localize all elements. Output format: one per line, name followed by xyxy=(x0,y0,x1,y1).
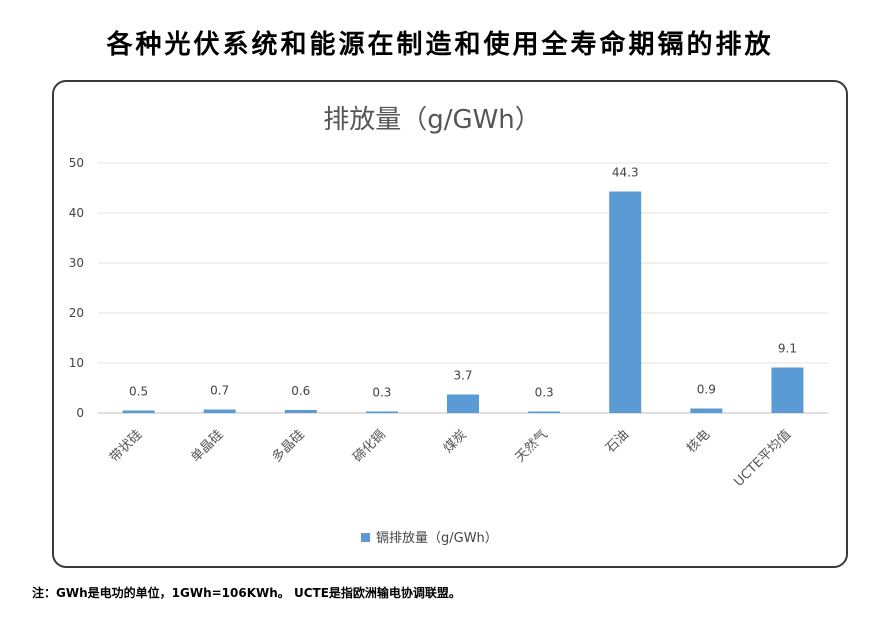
data-label: 3.7 xyxy=(453,369,472,383)
y-tick-label: 10 xyxy=(69,356,84,370)
data-label: 0.6 xyxy=(291,384,310,398)
y-tick-label: 20 xyxy=(69,306,84,320)
bar xyxy=(203,409,236,413)
y-tick-label: 40 xyxy=(69,206,84,220)
data-label: 0.3 xyxy=(372,386,391,400)
bar xyxy=(690,408,723,413)
bar xyxy=(447,394,479,413)
data-label: 0.5 xyxy=(129,385,148,399)
x-tick-label: 带状硅 xyxy=(107,427,145,465)
bar xyxy=(771,367,804,413)
page-title: 各种光伏系统和能源在制造和使用全寿命期镉的排放 xyxy=(106,30,774,60)
y-tick-label: 50 xyxy=(69,156,84,170)
x-tick-label: 碲化镉 xyxy=(350,427,389,466)
x-tick-label: 煤炭 xyxy=(441,427,470,456)
data-label: 0.9 xyxy=(697,383,716,397)
data-label: 0.3 xyxy=(535,386,554,400)
data-label: 44.3 xyxy=(612,166,639,180)
bar xyxy=(122,410,155,413)
x-tick-label: 单晶硅 xyxy=(188,427,226,465)
chart-frame xyxy=(52,80,848,568)
bar xyxy=(365,411,398,413)
x-tick-label: 天然气 xyxy=(512,427,551,466)
bar xyxy=(284,410,317,413)
x-tick-label: 核电 xyxy=(684,427,713,456)
legend-label: 镉排放量（g/GWh） xyxy=(376,530,498,546)
bar xyxy=(528,411,561,413)
legend-swatch xyxy=(361,533,370,542)
chart-title: 排放量（g/GWh） xyxy=(323,105,541,135)
x-tick-label: UCTE平均值 xyxy=(731,427,794,490)
x-tick-label: 石油 xyxy=(603,427,632,456)
footnote: 注：GWh是电功的单位，1GWh=106KWh。 UCTE是指欧洲输电协调联盟。 xyxy=(32,586,461,600)
bar xyxy=(609,191,642,413)
y-tick-label: 30 xyxy=(69,256,84,270)
data-label: 0.7 xyxy=(210,384,229,398)
data-label: 9.1 xyxy=(778,342,797,356)
x-tick-label: 多晶硅 xyxy=(269,427,308,466)
y-tick-label: 0 xyxy=(76,406,84,420)
